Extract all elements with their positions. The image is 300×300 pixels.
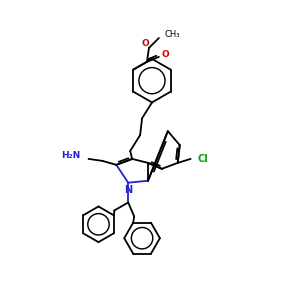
Text: O: O xyxy=(141,40,149,49)
Text: N: N xyxy=(124,184,132,195)
Text: O: O xyxy=(162,50,170,59)
Text: Cl: Cl xyxy=(198,154,208,164)
Text: CH₃: CH₃ xyxy=(165,30,180,39)
Text: H₂N: H₂N xyxy=(61,152,81,160)
